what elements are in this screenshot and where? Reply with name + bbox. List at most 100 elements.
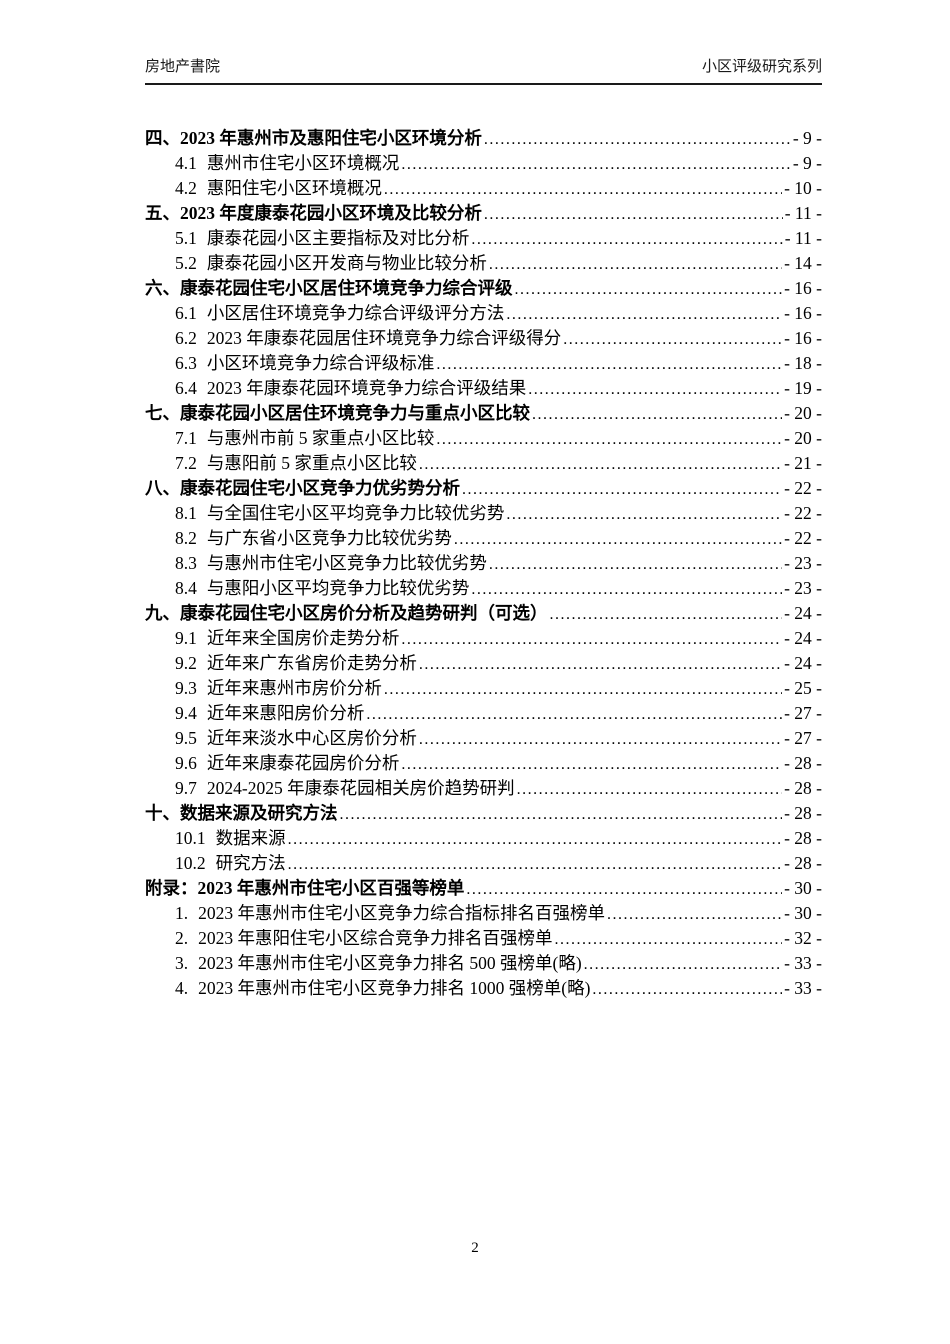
page-header: 房地产書院 小区评级研究系列 — [145, 57, 822, 85]
toc-entry-page: - 30 - — [784, 903, 822, 923]
toc-entry[interactable]: 六、 康泰花园住宅小区居住环境竞争力综合评级 - 16 - — [145, 275, 822, 300]
toc-entry-page: - 21 - — [784, 453, 822, 473]
toc-dot-leader — [584, 956, 782, 974]
toc-dot-leader — [401, 756, 782, 774]
toc-entry[interactable]: 3. 2023 年惠州市住宅小区竞争力排名 500 强榜单(略) - 33 - — [145, 950, 822, 975]
toc-entry-page: - 23 - — [784, 578, 822, 598]
toc-entry-page: - 27 - — [784, 728, 822, 748]
toc-entry-page: - 27 - — [784, 703, 822, 723]
toc-entry-page: - 19 - — [784, 378, 822, 398]
toc-entry-title: 与惠州市前 5 家重点小区比较 — [206, 428, 435, 448]
toc-entry-title: 与惠阳前 5 家重点小区比较 — [206, 453, 417, 473]
toc-entry-title: 近年来淡水中心区房价分析 — [206, 728, 417, 748]
toc-entry[interactable]: 4.2 惠阳住宅小区环境概况 - 10 - — [145, 175, 822, 200]
toc-dot-leader — [506, 306, 782, 324]
toc-dot-leader — [471, 581, 782, 599]
toc-entry[interactable]: 8.1 与全国住宅小区平均竞争力比较优劣势 - 22 - — [145, 500, 822, 525]
toc-entry-page: - 11 - — [784, 203, 822, 223]
toc-entry[interactable]: 九、 康泰花园住宅小区房价分析及趋势研判（可选） - 24 - — [145, 600, 822, 625]
toc-entry-title: 康泰花园住宅小区房价分析及趋势研判（可选） — [180, 603, 548, 623]
header-left-title: 房地产書院 — [145, 59, 221, 75]
toc-entry-number: 6.2 — [175, 328, 197, 348]
toc-entry-number: 七、 — [145, 403, 180, 423]
toc-entry[interactable]: 五、 2023 年度康泰花园小区环境及比较分析 - 11 - — [145, 200, 822, 225]
toc-entry-number: 1. — [175, 903, 189, 923]
toc-entry-title: 与广东省小区竞争力比较优劣势 — [206, 528, 452, 548]
toc-entry-title: 近年来惠州市房价分析 — [206, 678, 382, 698]
toc-entry-title: 与惠州市住宅小区竞争力比较优劣势 — [206, 553, 487, 573]
toc-entry[interactable]: 8.2 与广东省小区竞争力比较优劣势 - 22 - — [145, 525, 822, 550]
toc-entry[interactable]: 7.2 与惠阳前 5 家重点小区比较 - 21 - — [145, 450, 822, 475]
toc-entry[interactable]: 4.1 惠州市住宅小区环境概况 - 9 - — [145, 150, 822, 175]
toc-entry[interactable]: 4. 2023 年惠州市住宅小区竞争力排名 1000 强榜单(略) - 33 - — [145, 975, 822, 1000]
toc-entry[interactable]: 6.4 2023 年康泰花园环境竞争力综合评级结果 - 19 - — [145, 375, 822, 400]
toc-entry-title: 2023 年惠州市住宅小区百强等榜单 — [197, 878, 465, 898]
toc-entry[interactable]: 附录： 2023 年惠州市住宅小区百强等榜单 - 30 - — [145, 875, 822, 900]
toc-entry[interactable]: 5.2 康泰花园小区开发商与物业比较分析 - 14 - — [145, 250, 822, 275]
page-footer: 2 — [0, 1240, 950, 1257]
toc-dot-leader — [454, 531, 782, 549]
toc-entry-number: 9.2 — [175, 653, 197, 673]
toc-entry-title: 与全国住宅小区平均竞争力比较优劣势 — [206, 503, 505, 523]
toc-dot-leader — [401, 156, 790, 174]
toc-entry-number: 8.3 — [175, 553, 197, 573]
toc-entry[interactable]: 9.4 近年来惠阳房价分析 - 27 - — [145, 700, 822, 725]
toc-entry-page: - 28 - — [784, 803, 822, 823]
toc-entry-number: 八、 — [145, 478, 180, 498]
toc-dot-leader — [419, 656, 782, 674]
toc-entry-page: - 24 - — [784, 603, 822, 623]
toc-entry[interactable]: 七、 康泰花园小区居住环境竞争力与重点小区比较 - 20 - — [145, 400, 822, 425]
toc-entry[interactable]: 9.1 近年来全国房价走势分析 - 24 - — [145, 625, 822, 650]
toc-entry-number: 附录： — [145, 878, 198, 898]
page-number: 2 — [471, 1240, 479, 1256]
toc-entry-number: 2. — [175, 928, 189, 948]
toc-entry[interactable]: 9.7 2024-2025 年康泰花园相关房价趋势研判 - 28 - — [145, 775, 822, 800]
header-right-title: 小区评级研究系列 — [701, 59, 822, 75]
toc-entry-title: 康泰花园小区开发商与物业比较分析 — [206, 253, 487, 273]
toc-entry-title: 2023 年惠州市住宅小区竞争力排名 1000 强榜单(略) — [198, 978, 591, 998]
toc-entry-number: 10.2 — [175, 853, 206, 873]
toc-entry[interactable]: 10.1 数据来源 - 28 - — [145, 825, 822, 850]
toc-entry[interactable]: 八、 康泰花园住宅小区竞争力优劣势分析 - 22 - — [145, 475, 822, 500]
toc-entry[interactable]: 2. 2023 年惠阳住宅小区综合竞争力排名百强榜单 - 32 - — [145, 925, 822, 950]
toc-entry[interactable]: 8.4 与惠阳小区平均竞争力比较优劣势 - 23 - — [145, 575, 822, 600]
toc-entry-number: 9.3 — [175, 678, 197, 698]
toc-entry-number: 10.1 — [175, 828, 206, 848]
toc-entry-title: 近年来全国房价走势分析 — [206, 628, 400, 648]
toc-entry[interactable]: 9.3 近年来惠州市房价分析 - 25 - — [145, 675, 822, 700]
toc-entry-page: - 24 - — [784, 628, 822, 648]
toc-dot-leader — [489, 556, 782, 574]
toc-entry[interactable]: 6.2 2023 年康泰花园居住环境竞争力综合评级得分 - 16 - — [145, 325, 822, 350]
toc-entry-number: 五、 — [145, 203, 180, 223]
toc-dot-leader — [384, 181, 782, 199]
toc-entry-number: 9.5 — [175, 728, 197, 748]
toc-entry-number: 5.2 — [175, 253, 197, 273]
toc-dot-leader — [592, 981, 782, 999]
toc-entry[interactable]: 1. 2023 年惠州市住宅小区竞争力综合指标排名百强榜单 - 30 - — [145, 900, 822, 925]
toc-entry[interactable]: 十、 数据来源及研究方法 - 28 - — [145, 800, 822, 825]
toc-entry-page: - 10 - — [784, 178, 822, 198]
toc-entry[interactable]: 9.6 近年来康泰花园房价分析 - 28 - — [145, 750, 822, 775]
toc-entry[interactable]: 8.3 与惠州市住宅小区竞争力比较优劣势 - 23 - — [145, 550, 822, 575]
toc-entry-page: - 32 - — [784, 928, 822, 948]
toc-entry[interactable]: 6.1 小区居住环境竞争力综合评级评分方法 - 16 - — [145, 300, 822, 325]
toc-entry[interactable]: 10.2 研究方法 - 28 - — [145, 850, 822, 875]
toc-entry-number: 九、 — [145, 603, 180, 623]
toc-dot-leader — [471, 231, 782, 249]
toc-dot-leader — [462, 481, 782, 499]
toc-entry-title: 康泰花园小区主要指标及对比分析 — [206, 228, 470, 248]
toc-entry[interactable]: 7.1 与惠州市前 5 家重点小区比较 - 20 - — [145, 425, 822, 450]
toc-entry-number: 6.4 — [175, 378, 197, 398]
toc-entry-number: 7.1 — [175, 428, 197, 448]
toc-entry[interactable]: 6.3 小区环境竞争力综合评级标准 - 18 - — [145, 350, 822, 375]
toc-entry[interactable]: 9.5 近年来淡水中心区房价分析 - 27 - — [145, 725, 822, 750]
toc-entry-title: 数据来源 — [215, 828, 286, 848]
toc-entry-page: - 25 - — [784, 678, 822, 698]
toc-dot-leader — [401, 631, 782, 649]
toc-entry-page: - 22 - — [784, 478, 822, 498]
toc-entry[interactable]: 9.2 近年来广东省房价走势分析 - 24 - — [145, 650, 822, 675]
toc-entry[interactable]: 5.1 康泰花园小区主要指标及对比分析 - 11 - — [145, 225, 822, 250]
toc-dot-leader — [484, 206, 783, 224]
toc-entry-title: 2023 年惠州市住宅小区竞争力综合指标排名百强榜单 — [198, 903, 605, 923]
toc-entry[interactable]: 四、 2023 年惠州市及惠阳住宅小区环境分析 - 9 - — [145, 125, 822, 150]
